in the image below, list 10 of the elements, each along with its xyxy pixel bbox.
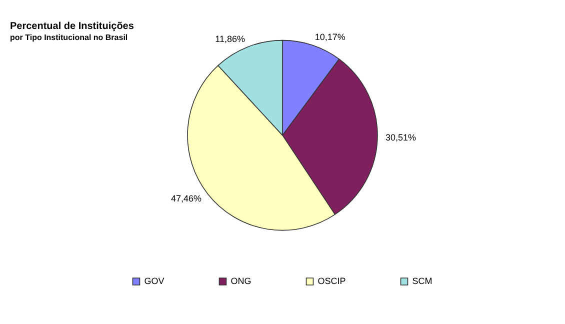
legend-label: SCM <box>412 276 432 286</box>
data-label: 30,51% <box>385 132 416 143</box>
chart-title: Percentual de Instituições <box>10 20 134 32</box>
legend-label: GOV <box>144 276 164 286</box>
legend-label: ONG <box>230 276 252 286</box>
chart-subtitle: por Tipo Institucional no Brasil <box>10 33 128 42</box>
legend-label: OSCIP <box>318 276 346 286</box>
data-label: 11,86% <box>215 34 246 44</box>
data-label: 47,46% <box>170 193 202 204</box>
data-label: 10,17% <box>314 32 346 42</box>
